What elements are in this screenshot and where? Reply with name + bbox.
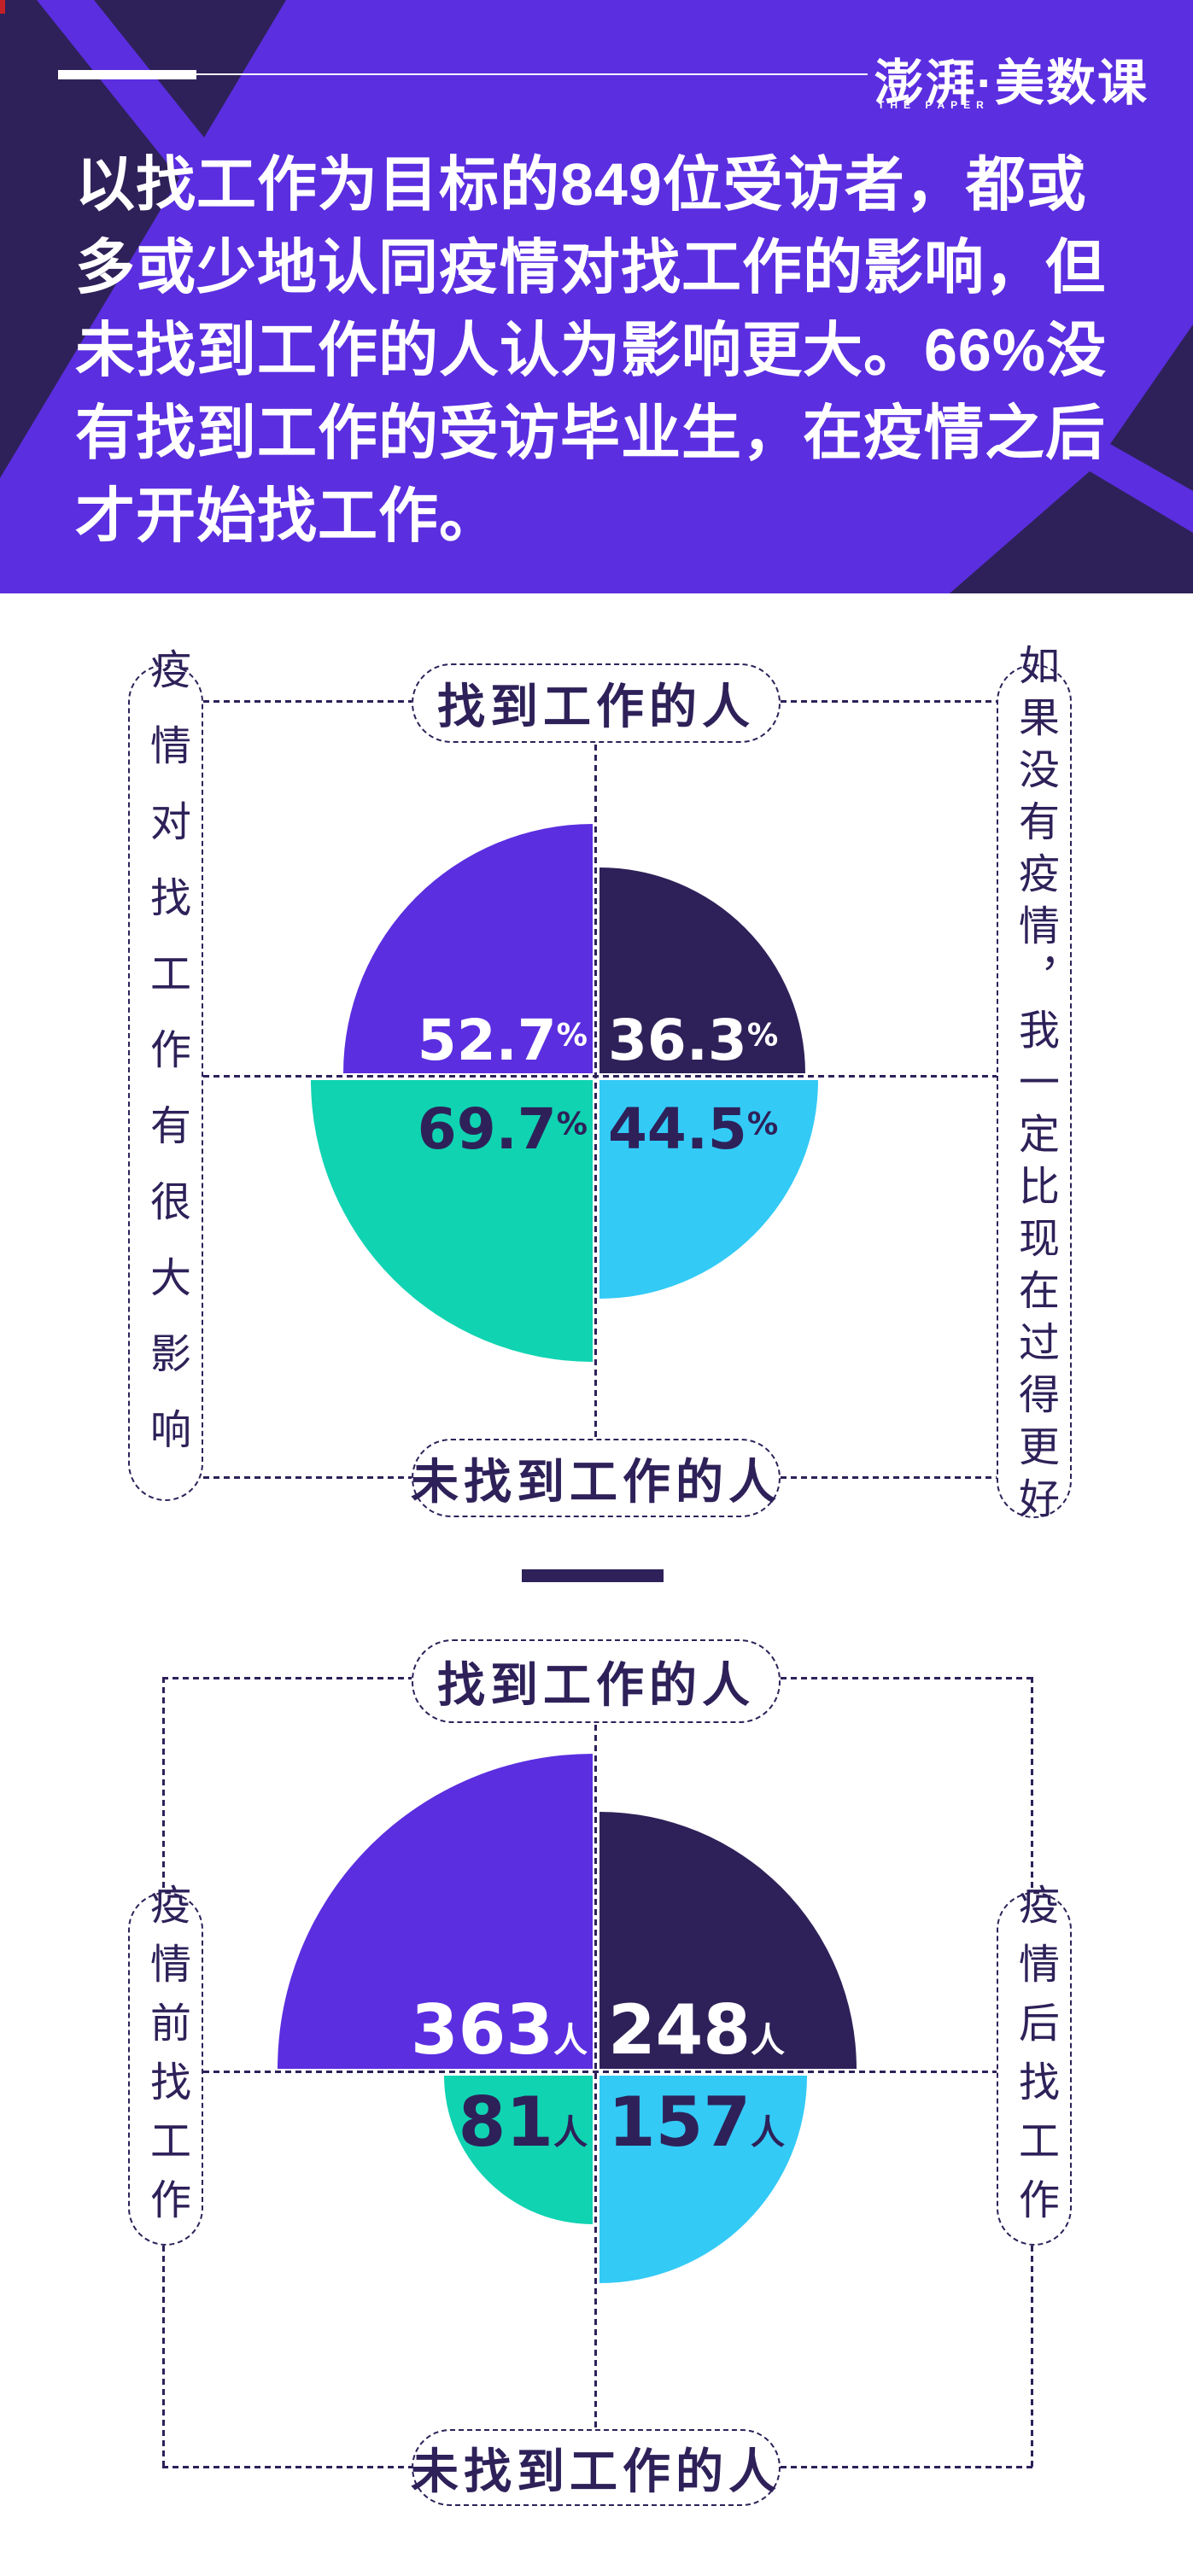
pill-label-text: 如果没有疫情，我一定比现在过得更好	[1012, 643, 1057, 1529]
chart2-value-bottom-left: 81人	[459, 2088, 588, 2157]
chart1-value-bottom-left: 69.7%	[418, 1101, 588, 1158]
value-number: 81	[458, 2082, 553, 2162]
chart2-connector-bottom-right	[781, 2466, 1032, 2468]
corner-triangle-bottom-right-a	[950, 471, 1193, 593]
headline-line: 有找到工作的受访毕业生，在疫情之后	[75, 400, 1106, 466]
section-divider-dash	[522, 1569, 664, 1582]
headline-line: 才开始找工作。	[75, 482, 500, 549]
pill-label-text: 疫情后找工作	[1012, 1884, 1057, 2237]
ren-suffix: 人	[751, 2021, 785, 2060]
corner-triangle-top-left-a	[0, 0, 179, 478]
percent-suffix: %	[556, 1016, 588, 1054]
headline-line: 未找到工作的人认为影响更大。66%没	[75, 317, 1108, 383]
chart2-axis-vertical	[594, 1725, 597, 2429]
logo-text: 澎湃·美数课	[874, 55, 1149, 111]
value-number: 69.7	[417, 1096, 557, 1162]
value-number: 157	[608, 2082, 751, 2162]
red-accent-sliver	[0, 0, 5, 14]
chart2-connector-top-right	[781, 1677, 1032, 1679]
chart1-connector-top-right	[781, 700, 997, 703]
chart2-connector-bottom-left	[162, 2466, 412, 2468]
pill-label-text: 疫情前找工作	[143, 1884, 189, 2237]
chart2-connector-bottom-right-vertical	[1031, 2246, 1033, 2468]
chart1-connector-top-left	[203, 700, 412, 703]
chart1-value-top-right: 36.3%	[608, 1013, 778, 1069]
value-number: 363	[411, 1990, 553, 2070]
brand-dash	[58, 70, 196, 79]
header-corner-decorations	[0, 0, 1193, 593]
chart2-value-top-left: 363人	[411, 1996, 588, 2065]
pill-label-text: 未找到工作的人	[411, 2444, 781, 2498]
pill-label-text: 找到工作的人	[437, 680, 755, 733]
logo-subtext: THE PAPER	[878, 99, 990, 111]
pill-label-text: 找到工作的人	[437, 1657, 755, 1712]
chart2-connector-top-left	[162, 1677, 412, 1679]
percent-suffix: %	[746, 1016, 779, 1054]
percent-suffix: %	[556, 1105, 588, 1142]
chart1-value-bottom-right: 44.5%	[608, 1101, 778, 1158]
chart1-axis-horizontal	[203, 1075, 997, 1078]
chart2-value-top-right: 248人	[608, 1996, 785, 2065]
chart2-connector-top-right-vertical	[1031, 1677, 1033, 1892]
headline-paragraph: 以找工作为目标的849位受访者，都或 多或少地认同疫情对找工作的影响，但 未找到…	[75, 143, 1134, 558]
value-number: 44.5	[608, 1096, 747, 1162]
percent-suffix: %	[746, 1105, 779, 1142]
chart1-connector-bottom-right	[781, 1476, 997, 1479]
headline-line: 多或少地认同疫情对找工作的影响，但	[75, 234, 1106, 301]
pill-label-text: 疫情对找工作有很大影响	[143, 647, 189, 1484]
chart2-label-top: 找到工作的人	[412, 1639, 781, 1723]
chart2-axis-horizontal	[203, 2071, 997, 2073]
chart2-label-left: 疫情前找工作	[128, 1884, 203, 2246]
chart1-label-left: 疫情对找工作有很大影响	[128, 648, 203, 1501]
pill-label-text: 未找到工作的人	[411, 1454, 781, 1509]
chart1-label-top: 找到工作的人	[412, 663, 781, 743]
value-number: 248	[608, 1990, 751, 2070]
chart1-label-bottom: 未找到工作的人	[411, 1439, 781, 1517]
header-banner: 澎湃·美数课 THE PAPER 以找工作为目标的849位受访者，都或 多或少地…	[0, 0, 1193, 593]
chart2-label-bottom: 未找到工作的人	[411, 2429, 781, 2506]
headline-line: 以找工作为目标的849位受访者，都或	[75, 151, 1087, 218]
corner-triangle-top-left-b	[94, 0, 286, 137]
corner-triangle-bottom-right-b	[1110, 324, 1193, 491]
chart2-connector-bottom-left-vertical	[162, 2246, 165, 2468]
ren-suffix: 人	[553, 2113, 588, 2153]
chart2-label-right: 疫情后找工作	[997, 1884, 1072, 2246]
value-number: 36.3	[608, 1008, 747, 1073]
chart2-connector-top-left-vertical	[162, 1677, 165, 1892]
chart1-axis-vertical	[594, 745, 597, 1439]
chart2-value-bottom-right: 157人	[608, 2088, 785, 2157]
chart1-value-top-left: 52.7%	[418, 1013, 588, 1069]
brand-rule	[196, 73, 868, 75]
ren-suffix: 人	[553, 2021, 588, 2060]
value-number: 52.7	[417, 1008, 557, 1073]
chart1-connector-bottom-left	[203, 1476, 412, 1479]
chart1-label-right: 如果没有疫情，我一定比现在过得更好	[997, 644, 1072, 1529]
ren-suffix: 人	[751, 2113, 785, 2153]
